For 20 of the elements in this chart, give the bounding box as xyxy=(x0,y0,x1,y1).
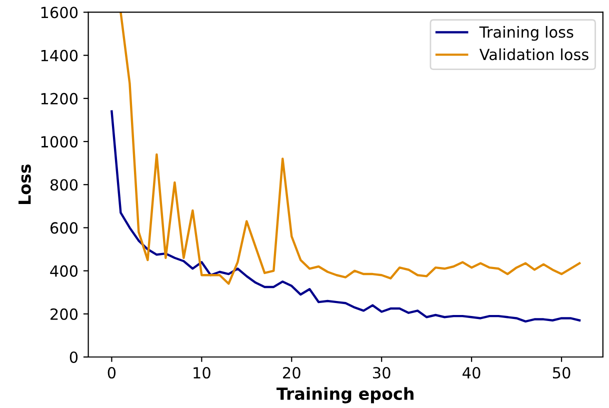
legend-label: Training loss xyxy=(479,26,574,41)
y-tick-label: 1200 xyxy=(41,92,78,104)
y-tick-label: 800 xyxy=(50,179,78,191)
y-tick-label: 600 xyxy=(50,222,78,234)
x-tick-label: 30 xyxy=(373,366,390,379)
y-tick-label: 200 xyxy=(50,308,78,320)
x-tick-label: 20 xyxy=(283,366,300,379)
x-tick-label: 40 xyxy=(462,366,480,379)
legend-label: Validation loss xyxy=(479,48,588,60)
y-axis-title: Loss xyxy=(18,164,31,204)
y-tick-label: 0 xyxy=(70,351,78,364)
x-tick-label: 10 xyxy=(194,366,210,379)
y-tick-label: 1000 xyxy=(41,136,78,148)
y-tick-label: 1600 xyxy=(41,6,78,18)
y-tick-label: 400 xyxy=(50,265,78,277)
x-tick-label: 0 xyxy=(108,366,116,379)
line-series xyxy=(110,110,581,323)
x-axis-title: Training epoch xyxy=(276,387,414,404)
x-tick-label: 50 xyxy=(552,366,570,379)
y-tick-label: 1400 xyxy=(41,50,78,62)
